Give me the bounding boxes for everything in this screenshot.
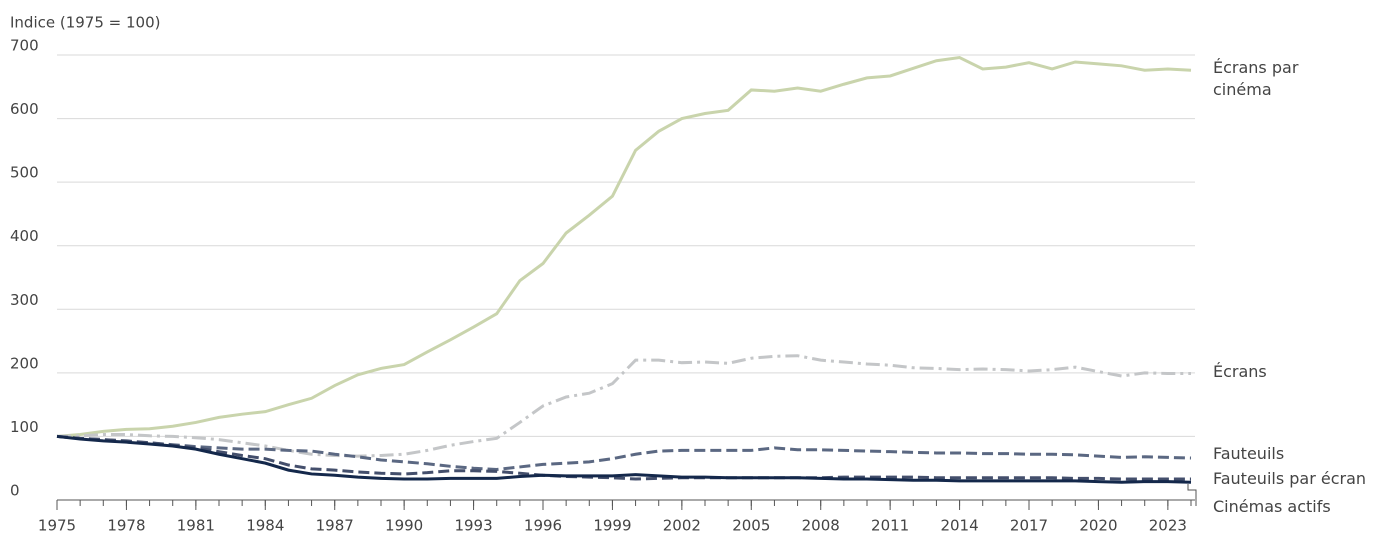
y-tick-label: 500 (10, 164, 39, 182)
x-tick-label: 2023 (1149, 517, 1187, 535)
y-tick-label: 600 (10, 100, 39, 118)
y-tick-label: 200 (10, 354, 39, 372)
x-tick-label: 1990 (385, 517, 423, 535)
y-tick-label: 100 (10, 418, 39, 436)
series-label: Cinémas actifs (1213, 497, 1331, 516)
x-tick-label: 1996 (524, 517, 562, 535)
x-tick-label: 2014 (940, 517, 978, 535)
series-line (56, 434, 1191, 481)
series-line (56, 434, 1192, 471)
series-line (56, 55, 1192, 438)
x-tick-label: 1984 (246, 517, 284, 535)
y-tick-label: 300 (10, 291, 39, 309)
series-label: Fauteuils (1213, 444, 1285, 463)
series-label: Écrans (1213, 362, 1267, 381)
x-tick-label: 2008 (802, 517, 840, 535)
label-bracket (1187, 484, 1197, 506)
y-axis-label: Indice (1975 = 100) (10, 14, 160, 32)
x-tick-label: 2002 (663, 517, 701, 535)
y-tick-label: 0 (10, 482, 20, 500)
x-tick-label: 2011 (871, 517, 909, 535)
x-tick-label: 2020 (1079, 517, 1117, 535)
x-tick-label: 1987 (316, 517, 354, 535)
x-tick-label: 1975 (38, 517, 76, 535)
x-tick-label: 1999 (593, 517, 631, 535)
series-line (56, 434, 1192, 484)
series-line (56, 354, 1191, 458)
y-tick-label: 400 (10, 227, 39, 245)
x-tick-label: 1981 (177, 517, 215, 535)
x-tick-label: 1993 (454, 517, 492, 535)
x-tick-label: 1978 (107, 517, 145, 535)
x-tick-label: 2017 (1010, 517, 1048, 535)
x-tick-label: 2005 (732, 517, 770, 535)
y-tick-label: 700 (10, 37, 39, 55)
series-label: Écrans par cinéma (1213, 58, 1299, 99)
series-label: Fauteuils par écran (1213, 469, 1367, 488)
